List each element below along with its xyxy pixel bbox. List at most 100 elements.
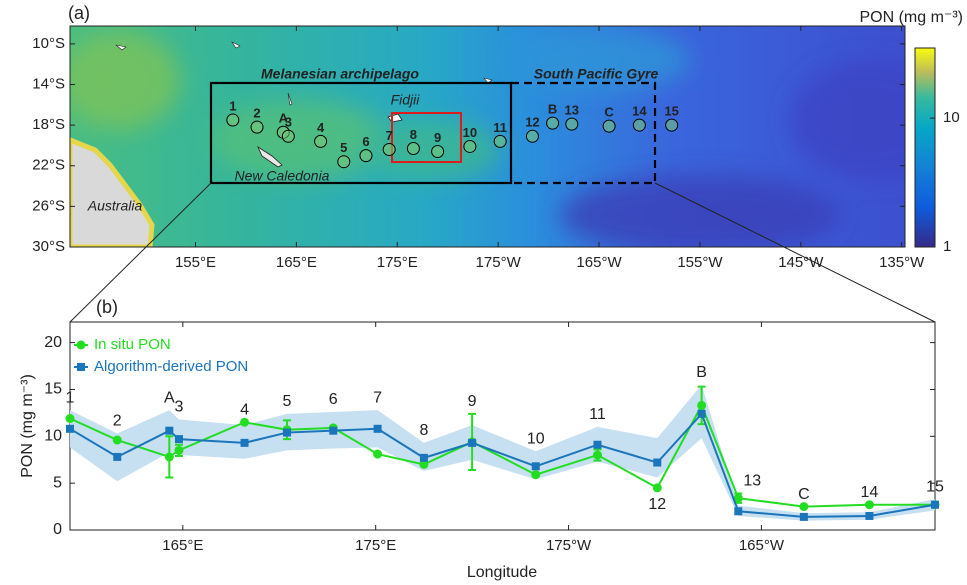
point-label: C: [798, 486, 810, 503]
station-label: 6: [362, 134, 369, 149]
y-tick-label: 10: [44, 428, 62, 445]
marker: [112, 435, 122, 445]
x-tick-label: 135°W: [879, 254, 925, 271]
station: [337, 155, 351, 169]
island: [257, 145, 283, 168]
point-label: B: [696, 364, 707, 381]
panel-label: (b): [96, 297, 118, 317]
station-label: C: [604, 105, 614, 120]
legend-label: Algorithm-derived PON: [94, 358, 248, 375]
point-label: 7: [373, 389, 382, 406]
station: [493, 134, 507, 148]
annotation: South Pacific Gyre: [534, 66, 659, 82]
y-tick-label: 15: [44, 381, 62, 398]
station-label: 11: [493, 120, 507, 135]
x-tick-label: 155°W: [677, 254, 723, 271]
station: [565, 117, 579, 131]
marker: [174, 435, 183, 444]
point-label: 5: [283, 393, 292, 410]
marker: [697, 400, 707, 410]
point-label: 12: [648, 496, 666, 513]
marker: [865, 511, 874, 520]
map-frame: [69, 25, 906, 248]
region-box: [209, 81, 513, 185]
point-label: 9: [468, 393, 477, 410]
marker: [419, 453, 428, 462]
map-background: [70, 26, 905, 247]
station-label: 15: [664, 104, 678, 119]
station-label: 12: [525, 115, 539, 130]
marker: [282, 428, 291, 437]
marker: [653, 458, 662, 467]
zoom-line: [654, 182, 936, 323]
annotation: New Caledonia: [235, 168, 330, 184]
x-tick-label: 165°E: [276, 254, 317, 271]
marker: [931, 500, 939, 509]
region-box-dashed: [511, 81, 657, 185]
zoom-box: [391, 112, 462, 163]
station: [665, 118, 679, 132]
colorbar-title: PON (mg m⁻³): [859, 9, 963, 26]
point-label: A: [164, 389, 175, 406]
y-tick-label: 5: [53, 474, 62, 491]
point-label: 4: [240, 401, 249, 418]
station: [226, 113, 240, 127]
marker: [174, 445, 184, 455]
station: [632, 118, 646, 132]
point-label: 14: [861, 484, 879, 501]
station-label: 8: [410, 127, 417, 142]
station: [314, 134, 328, 148]
point-label: 13: [743, 473, 761, 490]
marker: [66, 424, 74, 433]
y-tick-label: 22°S: [32, 157, 65, 174]
x-tick-label: 145°W: [778, 254, 824, 271]
zoom-line: [69, 182, 212, 323]
y-tick-label: 20: [44, 334, 62, 351]
uncertainty-band: [70, 384, 935, 521]
marker: [165, 426, 174, 435]
station-label: 9: [434, 130, 441, 145]
marker: [592, 450, 602, 460]
annotation: Fidjii: [391, 92, 421, 108]
panel-label: (a): [68, 3, 90, 23]
marker: [65, 414, 75, 424]
point-label: 2: [113, 413, 122, 430]
y-tick-label: 18°S: [32, 116, 65, 133]
point-label: 11: [589, 406, 606, 423]
station: [463, 139, 477, 153]
marker: [734, 507, 743, 516]
x-tick-label: 165°E: [162, 537, 203, 554]
marker: [373, 449, 383, 459]
colorbar: [914, 47, 936, 248]
point-label: 8: [419, 422, 428, 439]
y-axis-label: PON (mg m⁻³): [19, 374, 36, 478]
x-tick-label: 175°W: [546, 537, 592, 554]
marker: [113, 452, 122, 461]
x-tick-label: 165°W: [576, 254, 622, 271]
station-label: B: [548, 102, 557, 117]
station: [431, 145, 445, 159]
x-tick-label: 175°E: [355, 537, 396, 554]
station-label: A: [279, 111, 289, 126]
station-label: 13: [565, 103, 579, 118]
marker: [652, 483, 662, 493]
legend-marker: [76, 340, 86, 350]
station-label: 7: [386, 128, 393, 143]
marker: [697, 409, 706, 418]
station: [359, 149, 373, 163]
colorbar-tick-label: 10: [943, 109, 960, 126]
legend-marker: [77, 363, 85, 371]
point-label: 1: [66, 389, 75, 406]
x-axis-label: Longitude: [467, 564, 537, 581]
station-label: 2: [253, 106, 260, 121]
annotation: Australia: [87, 198, 143, 214]
station-label: 3: [285, 115, 292, 130]
island: [115, 41, 493, 106]
legend-label: In situ PON: [94, 336, 171, 353]
annotation: Melanesian archipelago: [261, 66, 419, 82]
x-tick-label: 165°W: [739, 537, 785, 554]
point-label: 6: [329, 391, 338, 408]
station-label: 10: [463, 125, 477, 140]
marker: [593, 440, 602, 449]
